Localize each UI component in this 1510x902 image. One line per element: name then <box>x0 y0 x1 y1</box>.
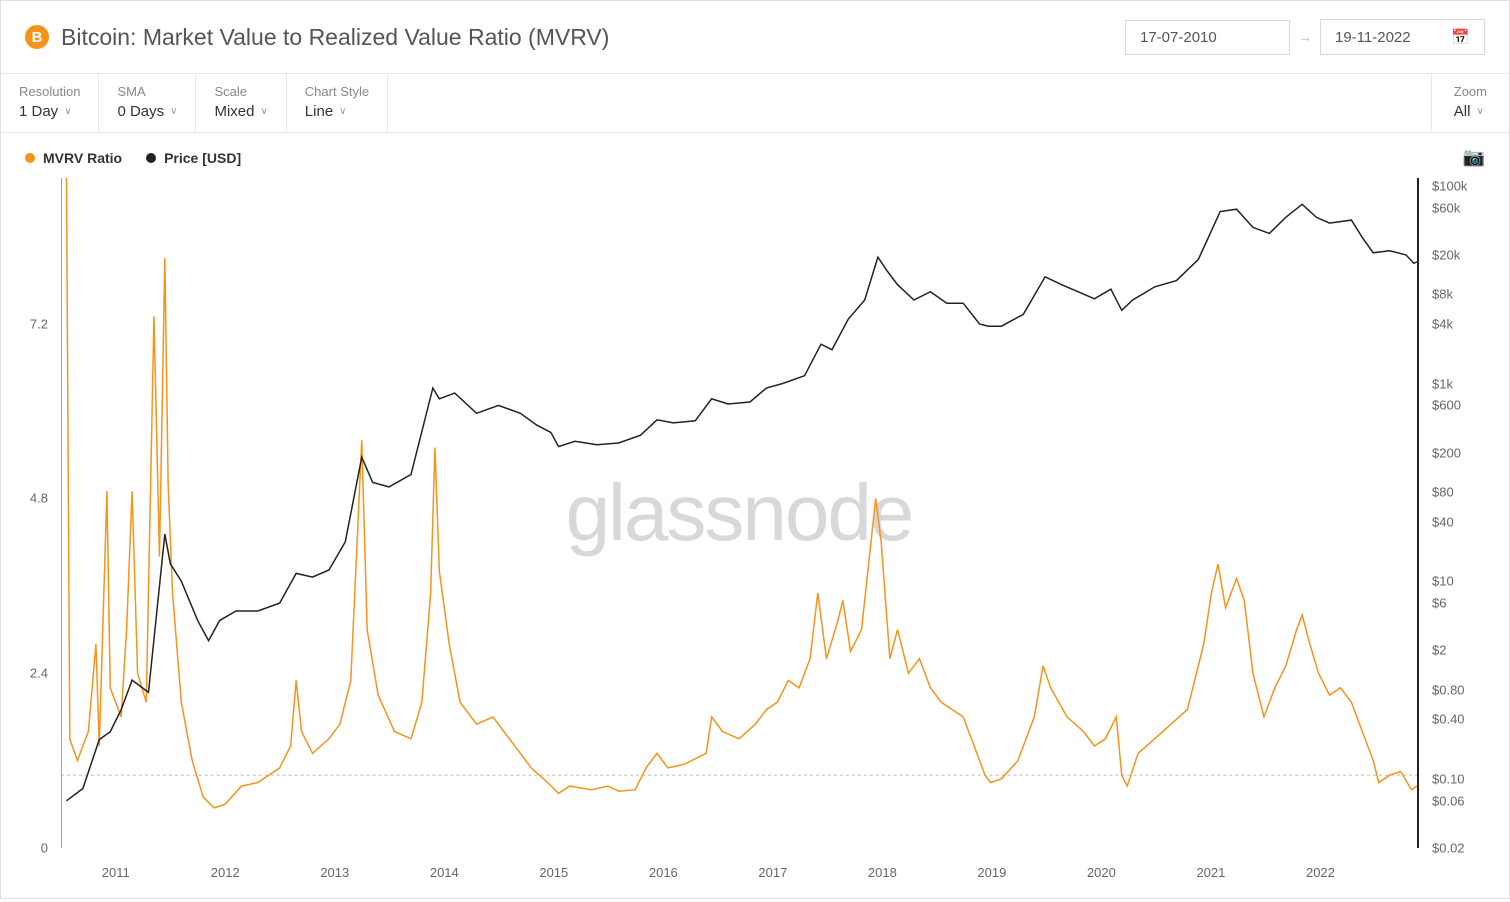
date-from-input[interactable]: 17-07-2010 <box>1125 20 1290 55</box>
legend: MVRV Ratio Price [USD] <box>25 150 241 166</box>
y-right-tick: $40 <box>1432 514 1454 529</box>
zoom-value: All <box>1454 103 1471 120</box>
y-left-tick: 2.4 <box>30 666 48 681</box>
chevron-down-icon: ∨ <box>170 106 177 117</box>
legend-label-mvrv: MVRV Ratio <box>43 150 122 166</box>
chart-plot[interactable]: glassnode <box>61 178 1419 848</box>
chart-style-value: Line <box>305 103 333 120</box>
y-left-tick: 7.2 <box>30 316 48 331</box>
zoom-label: Zoom <box>1454 84 1487 99</box>
controls-bar: Resolution 1 Day ∨ SMA 0 Days ∨ Scale Mixe… <box>1 74 1509 133</box>
legend-item-price[interactable]: Price [USD] <box>146 150 241 166</box>
chart-area: 0 2.4 4.8 7.2 glassnode $0.02 $0.06 $0.10 $0.4… <box>1 178 1509 898</box>
x-tick: 2016 <box>649 865 678 880</box>
bitcoin-icon: B <box>25 25 49 49</box>
x-tick: 2020 <box>1087 865 1116 880</box>
chart-panel: B Bitcoin: Market Value to Realized Valu… <box>0 0 1510 899</box>
y-right-tick: $0.02 <box>1432 841 1465 856</box>
scale-value: Mixed <box>214 103 254 120</box>
x-tick: 2011 <box>102 865 130 880</box>
x-tick: 2017 <box>758 865 787 880</box>
header: B Bitcoin: Market Value to Realized Valu… <box>1 1 1509 74</box>
chart-svg <box>61 178 1417 848</box>
x-tick: 2013 <box>320 865 349 880</box>
x-tick: 2021 <box>1196 865 1225 880</box>
y-right-tick: $80 <box>1432 484 1454 499</box>
sma-control[interactable]: SMA 0 Days ∨ <box>99 74 196 132</box>
y-right-tick: $0.10 <box>1432 771 1465 786</box>
y-right-tick: $100k <box>1432 178 1467 193</box>
y-axis-right: $0.02$0.06$0.10$0.40$0.80$2$6$10$40$80$2… <box>1424 178 1509 848</box>
y-right-tick: $2 <box>1432 643 1446 658</box>
resolution-label: Resolution <box>19 84 80 99</box>
date-to-input[interactable]: 19-11-2022 📅 <box>1320 19 1485 55</box>
date-to-value: 19-11-2022 <box>1335 29 1411 46</box>
resolution-value: 1 Day <box>19 103 58 120</box>
x-tick: 2019 <box>977 865 1006 880</box>
zoom-control[interactable]: Zoom All ∨ <box>1431 74 1509 132</box>
legend-label-price: Price [USD] <box>164 150 241 166</box>
camera-icon[interactable]: 📷 <box>1463 147 1485 168</box>
chevron-down-icon: ∨ <box>260 106 267 117</box>
y-right-tick: $6 <box>1432 596 1446 611</box>
y-right-tick: $8k <box>1432 287 1453 302</box>
chart-style-label: Chart Style <box>305 84 369 99</box>
y-right-tick: $10 <box>1432 574 1454 589</box>
bitcoin-icon-letter: B <box>32 29 43 46</box>
x-tick: 2012 <box>211 865 240 880</box>
x-tick: 2018 <box>868 865 897 880</box>
y-right-tick: $60k <box>1432 200 1460 215</box>
y-right-tick: $1k <box>1432 376 1453 391</box>
resolution-control[interactable]: Resolution 1 Day ∨ <box>1 74 99 132</box>
x-axis: 2011 2012 2013 2014 2015 2016 2017 2018 2019 2020… <box>61 853 1419 898</box>
legend-item-mvrv[interactable]: MVRV Ratio <box>25 150 122 166</box>
legend-dot-mvrv <box>25 153 35 163</box>
legend-dot-price <box>146 153 156 163</box>
x-tick: 2022 <box>1306 865 1335 880</box>
y-left-tick: 0 <box>41 841 48 856</box>
chevron-down-icon: ∨ <box>1476 106 1483 117</box>
y-right-tick: $200 <box>1432 445 1461 460</box>
y-right-tick: $0.80 <box>1432 682 1465 697</box>
legend-row: MVRV Ratio Price [USD] 📷 <box>1 133 1509 178</box>
y-right-tick: $20k <box>1432 247 1460 262</box>
date-from-value: 17-07-2010 <box>1140 29 1217 46</box>
arrow-right-icon: → <box>1298 29 1312 45</box>
title-wrap: B Bitcoin: Market Value to Realized Valu… <box>25 24 609 51</box>
scale-label: Scale <box>214 84 267 99</box>
date-range: 17-07-2010 → 19-11-2022 📅 <box>1125 19 1485 55</box>
y-right-tick: $4k <box>1432 317 1453 332</box>
page-title: Bitcoin: Market Value to Realized Value … <box>61 24 609 51</box>
sma-value: 0 Days <box>117 103 164 120</box>
chevron-down-icon: ∨ <box>339 106 346 117</box>
y-axis-left: 02.44.87.2 <box>1 178 56 848</box>
sma-label: SMA <box>117 84 177 99</box>
y-right-tick: $0.06 <box>1432 793 1465 808</box>
calendar-icon: 📅 <box>1451 28 1470 46</box>
chart-style-control[interactable]: Chart Style Line ∨ <box>287 74 388 132</box>
y-right-tick: $0.40 <box>1432 712 1465 727</box>
x-tick: 2015 <box>539 865 568 880</box>
chevron-down-icon: ∨ <box>64 106 71 117</box>
y-right-tick: $600 <box>1432 398 1461 413</box>
scale-control[interactable]: Scale Mixed ∨ <box>196 74 286 132</box>
x-tick: 2014 <box>430 865 459 880</box>
y-left-tick: 4.8 <box>30 491 48 506</box>
